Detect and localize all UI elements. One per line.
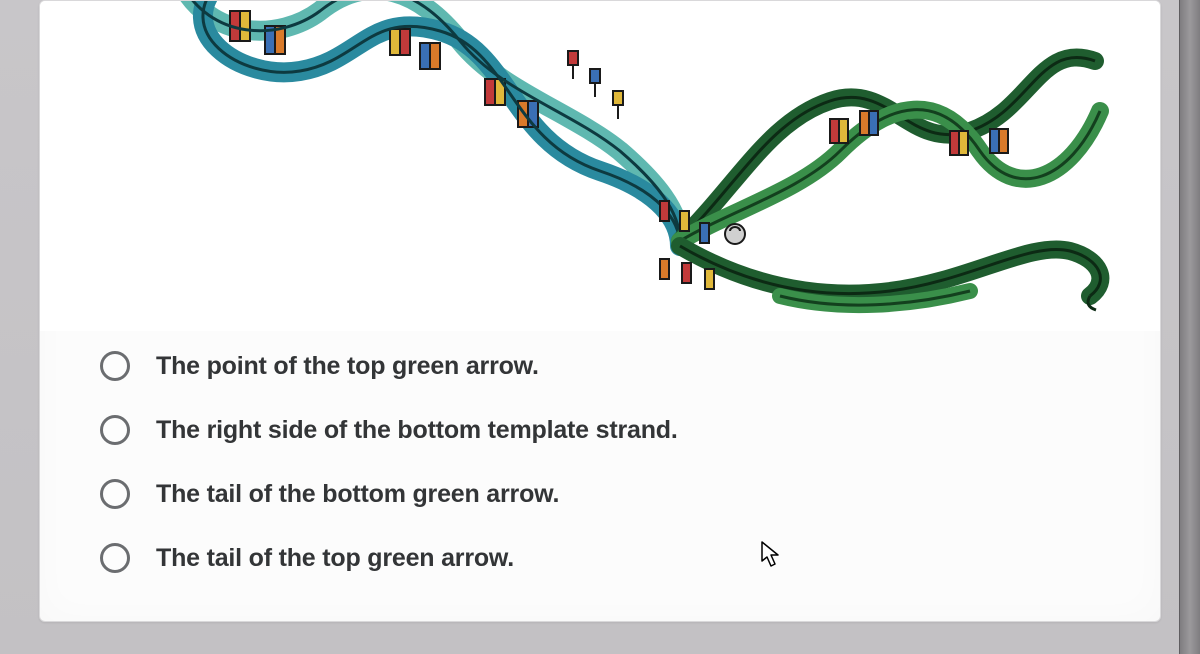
radio-icon[interactable] bbox=[100, 479, 130, 509]
page: The point of the top green arrow. The ri… bbox=[0, 0, 1200, 654]
radio-icon[interactable] bbox=[100, 351, 130, 381]
dna-diagram bbox=[40, 1, 1160, 331]
option-a[interactable]: The point of the top green arrow. bbox=[100, 351, 1100, 381]
option-c[interactable]: The tail of the bottom green arrow. bbox=[100, 479, 1100, 509]
option-label: The point of the top green arrow. bbox=[156, 352, 539, 381]
option-label: The tail of the bottom green arrow. bbox=[156, 480, 559, 509]
option-d[interactable]: The tail of the top green arrow. bbox=[100, 543, 1100, 573]
radio-icon[interactable] bbox=[100, 415, 130, 445]
vertical-scrollbar[interactable] bbox=[1179, 0, 1200, 654]
radio-icon[interactable] bbox=[100, 543, 130, 573]
option-label: The right side of the bottom template st… bbox=[156, 416, 678, 445]
option-b[interactable]: The right side of the bottom template st… bbox=[100, 415, 1100, 445]
option-label: The tail of the top green arrow. bbox=[156, 544, 514, 573]
question-card: The point of the top green arrow. The ri… bbox=[39, 0, 1161, 622]
answer-options: The point of the top green arrow. The ri… bbox=[100, 351, 1100, 607]
